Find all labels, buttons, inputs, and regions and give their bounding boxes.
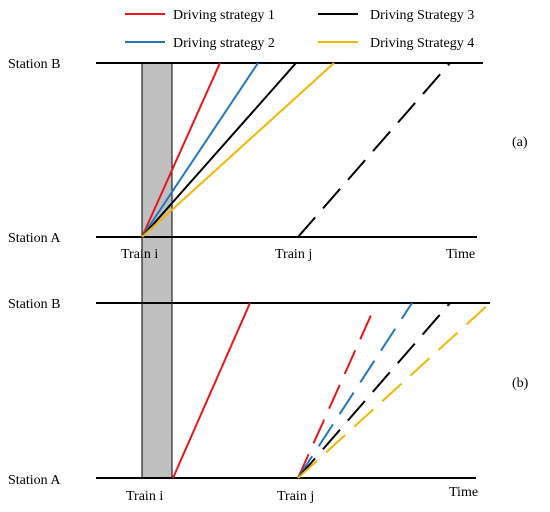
panel-a-train-i-label: Train i: [121, 247, 158, 262]
headway-band: [141, 62, 173, 479]
panel-b-train-i-strategy-1: [172, 302, 251, 479]
panel-a-train-j-trajectory: [297, 62, 451, 238]
panel-a-train-i-strategy-1: [141, 62, 221, 238]
panel-b-station-a-label: Station A: [8, 473, 61, 488]
panel-b-station-b-label: Station B: [8, 297, 61, 312]
panel-a: Station B Station A (a) Train i Train j …: [8, 57, 528, 262]
panel-b-train-j-strategy-2: [297, 302, 413, 479]
legend-label-strategy-1: Driving strategy 1: [173, 8, 275, 23]
panel-b-tag: (b): [512, 376, 529, 391]
panel-a-train-i-strategy-3: [141, 62, 297, 238]
legend-label-strategy-2: Driving strategy 2: [173, 36, 275, 51]
panel-a-station-a-label: Station A: [8, 231, 61, 246]
panel-a-tag: (a): [512, 135, 528, 150]
legend: Driving strategy 1 Driving Strategy 3 Dr…: [125, 8, 474, 51]
panel-a-time-label: Time: [446, 247, 475, 262]
legend-label-strategy-3: Driving Strategy 3: [370, 8, 474, 23]
legend-label-strategy-4: Driving Strategy 4: [370, 36, 474, 51]
panel-a-train-j-label: Train j: [275, 247, 312, 262]
panel-b-train-j-strategy-3: [297, 302, 451, 479]
panel-b-train-j-strategy-4: [297, 302, 491, 479]
panel-a-station-b-label: Station B: [8, 57, 61, 72]
panel-a-train-i-strategy-4: [141, 62, 335, 238]
panel-a-train-i-strategy-2: [141, 62, 259, 238]
panel-b-time-label: Time: [449, 485, 478, 500]
panel-b-train-i-label: Train i: [126, 489, 163, 504]
panel-b: Station B Station A (b) Train i Train j …: [8, 297, 529, 504]
panel-b-train-j-label: Train j: [277, 489, 314, 504]
panel-b-train-j-strategy-1: [297, 312, 373, 479]
